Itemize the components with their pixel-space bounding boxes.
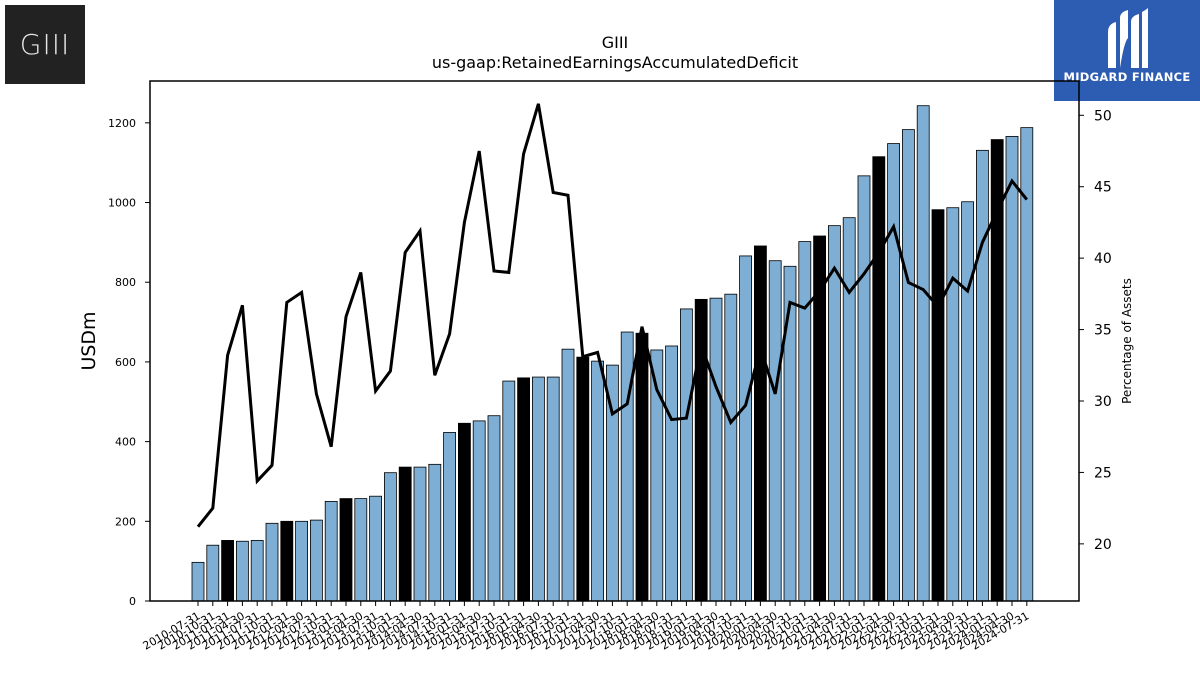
bar-series <box>191 105 1034 602</box>
line-series <box>196 103 1028 528</box>
midgard-finance-logo: MIDGARD FINANCE <box>1054 0 1200 101</box>
y-axis-label: USDm <box>78 311 100 370</box>
bar-2014-01-31 <box>398 466 412 602</box>
bar-2016-10-31 <box>561 348 575 602</box>
bar-2022-04-30 <box>887 143 900 602</box>
bar-2014-04-30 <box>413 466 427 602</box>
chart-title: GIII <box>602 33 629 52</box>
bar-2015-01-31 <box>457 422 471 602</box>
y-tick-label-1200: 1200 <box>108 117 136 130</box>
chart-subtitle: us-gaap:RetainedEarningsAccumulatedDefic… <box>432 53 798 72</box>
bar-2018-01-31 <box>635 332 649 602</box>
bar-2013-10-31 <box>383 472 397 602</box>
y-tick-label-400: 400 <box>115 436 136 449</box>
bar-2016-04-30 <box>532 376 545 602</box>
bar-2013-04-30 <box>354 498 368 602</box>
bar-2017-10-31 <box>620 331 634 602</box>
bar-2019-04-30 <box>709 297 723 602</box>
bar-2011-07-31 <box>250 540 264 602</box>
y-axis-right: 20 25 30 35 40 45 50 <box>1079 108 1112 553</box>
bar-2018-07-31 <box>665 345 678 602</box>
bar-2023-04-30 <box>946 207 960 602</box>
bar-2017-01-31 <box>576 356 590 602</box>
plot-frame <box>149 80 1080 602</box>
bar-2010-07-31 <box>191 561 205 602</box>
bar-2022-01-31 <box>872 156 886 602</box>
bar-2011-10-31 <box>265 522 279 602</box>
bar-2014-07-31 <box>428 463 442 602</box>
company-logo-text: GIII <box>19 28 71 61</box>
bar-2010-10-31 <box>206 544 220 602</box>
bar-2024-04-30 <box>1005 135 1019 602</box>
bar-2015-04-30 <box>472 420 486 602</box>
bar-2012-07-31 <box>309 519 323 602</box>
y2-tick-label-45: 45 <box>1094 180 1112 196</box>
percentage-line <box>196 103 1028 528</box>
bar-2023-10-31 <box>976 149 989 602</box>
bar-2011-01-31 <box>221 540 235 602</box>
y2-tick-label-35: 35 <box>1094 323 1112 339</box>
bar-2022-10-31 <box>916 105 930 602</box>
y-axis-left: 0 200 400 600 800 1000 1200 <box>108 117 150 608</box>
y-tick-label-0: 0 <box>129 595 136 608</box>
bar-2020-07-31 <box>783 265 797 602</box>
y-tick-label-200: 200 <box>115 515 136 528</box>
bar-2023-01-31 <box>931 209 945 602</box>
y-tick-label-800: 800 <box>115 276 136 289</box>
bar-2019-07-31 <box>724 293 738 602</box>
bar-2022-07-31 <box>902 129 915 602</box>
bar-2016-07-31 <box>546 376 560 602</box>
y2-tick-label-50: 50 <box>1094 108 1112 124</box>
bar-2018-10-31 <box>680 308 693 602</box>
bar-2021-10-31 <box>857 175 871 602</box>
bar-2011-04-30 <box>235 540 249 602</box>
bar-2023-07-31 <box>961 201 974 602</box>
y2-tick-label-25: 25 <box>1094 465 1112 481</box>
bar-2014-10-31 <box>443 432 457 602</box>
bar-2013-07-31 <box>369 495 383 602</box>
bar-2013-01-31 <box>339 498 353 602</box>
y2-axis-label: Percentage of Assets <box>1120 278 1134 404</box>
y2-tick-label-30: 30 <box>1094 394 1112 410</box>
y-tick-label-1000: 1000 <box>108 197 136 210</box>
midgard-logo-icon <box>1108 8 1148 68</box>
y-tick-label-600: 600 <box>115 356 136 369</box>
midgard-brand-text: MIDGARD FINANCE <box>1063 70 1191 84</box>
bar-2021-04-30 <box>828 225 841 602</box>
bar-2016-01-31 <box>517 377 530 602</box>
y2-tick-label-20: 20 <box>1094 537 1112 553</box>
y2-tick-label-40: 40 <box>1094 251 1112 267</box>
bar-2015-07-31 <box>487 415 501 602</box>
bar-2019-10-31 <box>739 255 752 602</box>
x-axis: 2010-07-312010-10-312011-01-312011-04-30… <box>141 601 1031 653</box>
bar-2017-04-30 <box>591 360 604 602</box>
company-logo: GIII <box>5 5 85 84</box>
bar-2020-04-30 <box>768 260 782 602</box>
bar-2012-04-30 <box>295 520 309 602</box>
bar-2020-10-31 <box>798 241 812 602</box>
bar-2021-07-31 <box>842 217 856 602</box>
bar-2015-10-31 <box>502 380 516 602</box>
bar-2020-01-31 <box>754 245 767 602</box>
bar-2012-10-31 <box>324 500 338 602</box>
bar-2012-01-31 <box>280 520 294 602</box>
